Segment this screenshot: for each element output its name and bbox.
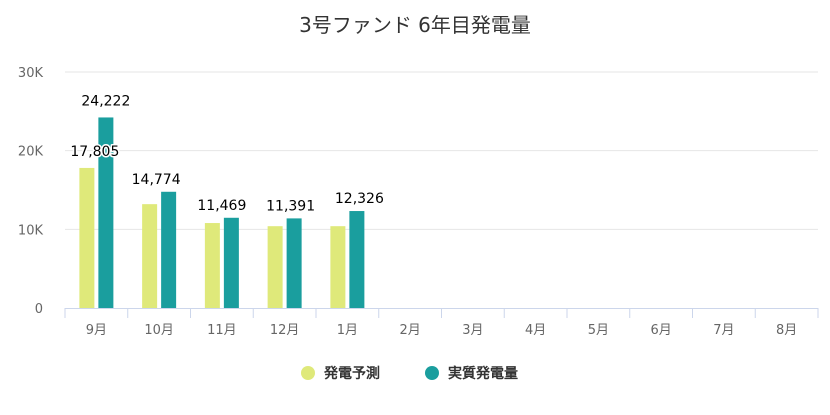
x-tick-label: 1月 [337, 323, 358, 338]
legend-label: 発電予測 [323, 365, 380, 382]
x-axis: 9月 10月 11月 12月 1月 2月 3月 4月 5月 6月 7月 8月 [64, 308, 819, 338]
data-label: 24,222 [81, 93, 130, 109]
y-axis: 0 10K 20K 30K [18, 66, 44, 317]
x-tick-label: 8月 [776, 323, 797, 338]
chart-title: 3号ファンド 6年目発電量 [299, 13, 531, 37]
bar-actual[interactable] [349, 211, 365, 308]
bars [79, 117, 365, 308]
y-tick-label: 20K [18, 145, 44, 160]
y-tick-label: 30K [18, 66, 44, 81]
data-label: 17,805 [70, 144, 119, 160]
x-tick-label: 3月 [462, 323, 483, 338]
bar-forecast[interactable] [204, 223, 220, 308]
gridlines [65, 71, 818, 230]
x-tick-label: 7月 [713, 323, 734, 338]
bar-forecast[interactable] [330, 226, 346, 308]
data-label: 14,774 [132, 172, 181, 188]
legend-item-forecast[interactable]: 発電予測 [301, 365, 380, 382]
data-label: 12,326 [335, 191, 384, 207]
bar-forecast[interactable] [142, 204, 158, 308]
bar-actual[interactable] [223, 217, 239, 308]
data-labels: 17,805 24,222 14,774 11,469 11,391 12,326 [69, 92, 386, 216]
x-tick-label: 5月 [588, 323, 609, 338]
legend-label: 実質発電量 [448, 365, 518, 382]
x-tick-label: 4月 [525, 323, 546, 338]
legend-marker [425, 366, 439, 380]
x-tick-label: 2月 [399, 323, 420, 338]
legend-item-actual[interactable]: 実質発電量 [425, 365, 518, 382]
x-tick-label: 10月 [144, 323, 174, 338]
x-tick-label: 12月 [270, 323, 300, 338]
bar-actual[interactable] [161, 191, 177, 308]
x-tick-label: 6月 [650, 323, 671, 338]
legend-marker [301, 366, 315, 380]
x-tick-label: 9月 [86, 323, 107, 338]
y-tick-label: 10K [18, 223, 44, 238]
y-tick-label: 0 [35, 302, 43, 317]
data-label: 11,391 [266, 198, 315, 214]
bar-actual[interactable] [286, 218, 302, 308]
x-tick-label: 11月 [207, 323, 237, 338]
data-label: 11,469 [197, 198, 246, 214]
bar-actual[interactable] [98, 117, 114, 308]
legend: 発電予測 実質発電量 [301, 365, 518, 382]
bar-forecast[interactable] [79, 167, 95, 308]
bar-forecast[interactable] [267, 226, 283, 308]
